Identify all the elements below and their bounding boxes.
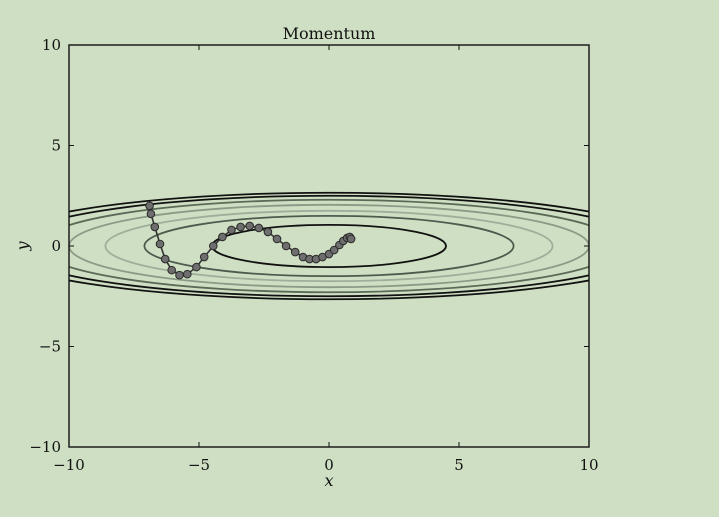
trajectory-point-17 <box>272 234 282 244</box>
x-tick-label-0: −10 <box>53 456 85 474</box>
trajectory-point-25 <box>329 245 339 255</box>
plot-background <box>69 45 589 447</box>
trajectory-point-7 <box>183 269 192 279</box>
y-tick-label-0: −10 <box>29 438 61 456</box>
trajectory-point-4 <box>160 254 170 264</box>
contour-line-5 <box>69 194 589 298</box>
y-tick-label-1: −5 <box>39 338 61 356</box>
x-tick-label-4: 10 <box>579 456 598 474</box>
x-tick-label-2: 0 <box>324 456 334 474</box>
trajectory-point-5 <box>167 265 176 275</box>
trajectory-point-16 <box>263 227 273 237</box>
contour-layer <box>69 191 589 301</box>
ticks-layer: −10 −5 0 5 10 −10 −5 0 5 10 <box>29 36 598 474</box>
trajectory-layer <box>145 201 356 280</box>
trajectory-point-3 <box>155 239 165 249</box>
contour-line-2 <box>104 209 554 283</box>
y-tick-label-4: 10 <box>42 36 61 54</box>
trajectory-point-13 <box>236 222 245 232</box>
trajectory-point-11 <box>218 232 227 242</box>
trajectory-point-10 <box>209 241 218 251</box>
trajectory-point-12 <box>227 225 236 235</box>
trajectory-point-6 <box>175 270 184 280</box>
trajectory-point-1 <box>146 209 156 219</box>
x-axis-label: x <box>324 471 333 490</box>
x-tick-label-1: −5 <box>188 456 210 474</box>
y-tick-label-2: 0 <box>51 237 61 255</box>
trajectory-point-30 <box>346 234 356 244</box>
contour-line-1 <box>143 214 515 278</box>
contour-line-6 <box>69 191 589 301</box>
chart-title: Momentum <box>283 24 376 43</box>
contour-line-3 <box>69 203 589 289</box>
trajectory-point-19 <box>290 247 300 257</box>
trajectory-point-9 <box>199 252 209 262</box>
trajectory-point-18 <box>281 241 291 251</box>
trajectory-point-0 <box>145 201 154 211</box>
y-tick-label-3: 5 <box>51 137 61 155</box>
trajectory-point-14 <box>245 221 254 231</box>
x-tick-label-3: 5 <box>454 456 464 474</box>
trajectory-point-8 <box>192 262 201 272</box>
trajectory-point-15 <box>254 223 264 233</box>
trajectory-point-2 <box>150 222 160 232</box>
contour-line-4 <box>69 198 589 294</box>
y-axis-label: y <box>13 241 32 252</box>
